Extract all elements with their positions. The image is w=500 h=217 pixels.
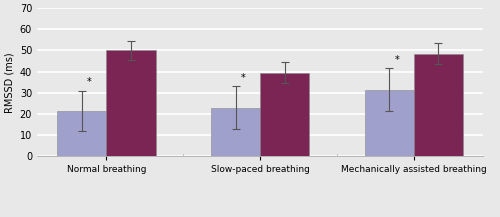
Bar [211,108,260,156]
Text: *: * [394,55,400,65]
Text: *: * [241,73,246,83]
Bar [106,51,156,156]
Bar [364,90,414,156]
Bar [57,111,106,156]
Bar [414,54,463,156]
Text: *: * [87,77,92,87]
Bar [260,73,310,156]
Y-axis label: RMSSD (ms): RMSSD (ms) [4,52,14,113]
